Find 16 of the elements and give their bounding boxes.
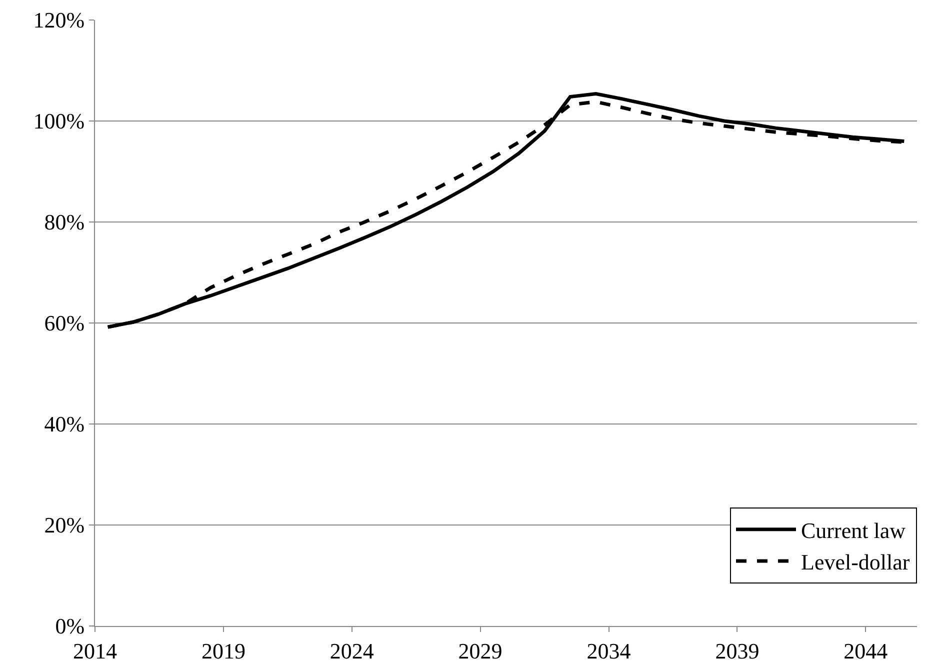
x-tick-label: 2034	[586, 638, 631, 664]
x-tick-label: 2044	[844, 638, 888, 664]
x-tick-label: 2024	[330, 638, 374, 664]
y-tick-label: 40%	[44, 412, 85, 437]
y-tick-label: 100%	[33, 108, 85, 134]
x-tick-label: 2014	[73, 638, 117, 664]
y-tick-label: 0%	[55, 614, 85, 639]
x-tick-label: 2029	[458, 638, 502, 664]
x-tick-label: 2039	[715, 638, 760, 664]
y-tick-label: 60%	[44, 310, 85, 336]
legend-label: Level-dollar	[801, 550, 910, 575]
y-tick-label: 80%	[44, 210, 85, 235]
y-tick-label: 120%	[33, 8, 85, 33]
legend-label: Current law	[801, 518, 906, 543]
x-tick-label: 2019	[201, 638, 246, 664]
y-tick-label: 20%	[44, 512, 85, 538]
